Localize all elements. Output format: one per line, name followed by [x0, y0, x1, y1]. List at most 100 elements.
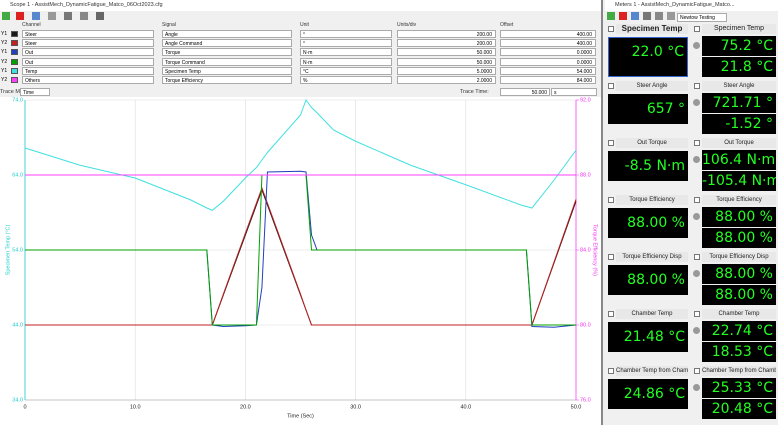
channel-field[interactable]: 0.0000	[500, 57, 596, 66]
meter-max: 88.00 %	[702, 264, 776, 284]
reset-icon[interactable]	[693, 156, 700, 163]
trace-mode-select[interactable]: Time	[20, 88, 50, 96]
channel-field[interactable]: 50.000	[397, 57, 496, 66]
channel-field[interactable]: Angle Command	[162, 39, 292, 48]
print-button[interactable]	[96, 12, 104, 20]
meter-min: 20.48 °C	[702, 399, 776, 419]
channel-field[interactable]: Steer	[22, 30, 154, 38]
channel-field[interactable]: Temp	[22, 66, 154, 75]
channel-field[interactable]: N·m	[300, 57, 392, 66]
meter-checkbox[interactable]	[694, 26, 700, 32]
meter-title: Torque Efficiency Disp	[702, 252, 776, 262]
y-tick-label: 64.0	[12, 172, 23, 178]
stop-button[interactable]	[619, 12, 627, 20]
play-button[interactable]	[607, 12, 615, 20]
channel-field[interactable]: °	[300, 30, 392, 38]
window-title: Meters 1 - AssistMech_DynamicFatigue_Mat…	[615, 2, 735, 8]
channel-field[interactable]: °	[300, 39, 392, 48]
tool-button[interactable]	[667, 12, 675, 20]
trace-time-unit[interactable]: s	[551, 88, 597, 96]
channel-field[interactable]: 400.00	[500, 39, 596, 48]
meter-checkbox[interactable]	[608, 140, 614, 146]
color-swatch[interactable]	[11, 77, 18, 83]
channel-field[interactable]: N·m	[300, 48, 392, 57]
color-swatch[interactable]	[11, 67, 18, 74]
x-tick-label: 10.0	[130, 404, 141, 410]
channel-field[interactable]: 54.000	[500, 66, 596, 75]
meter-title: Torque Efficiency	[702, 195, 776, 205]
meter-min: 21.8 °C	[702, 57, 776, 77]
meter-checkbox[interactable]	[608, 197, 614, 203]
y2-tick-label: 84.0	[580, 247, 591, 253]
channel-field[interactable]: Torque Command	[162, 57, 292, 66]
play-button[interactable]	[2, 12, 10, 20]
channel-field[interactable]: 5.0000	[397, 66, 496, 75]
channel-field[interactable]: 200.00	[397, 30, 496, 38]
meter-checkbox[interactable]	[608, 26, 614, 32]
reset-icon[interactable]	[693, 99, 700, 106]
channel-field[interactable]: Torque Efficiency	[162, 76, 292, 84]
series-line	[25, 186, 577, 326]
tool-button[interactable]	[655, 12, 663, 20]
meter-title: Chamber Temp	[702, 309, 776, 319]
tool-button[interactable]	[48, 12, 56, 20]
meter-checkbox[interactable]	[694, 368, 700, 374]
channel-field[interactable]: Steer	[22, 39, 154, 48]
x-tick-label: 20.0	[240, 404, 251, 410]
meter-checkbox[interactable]	[694, 197, 700, 203]
meter-checkbox[interactable]	[608, 83, 614, 89]
meter-current: 21.48 °C	[608, 322, 688, 352]
color-swatch[interactable]	[11, 58, 18, 65]
channel-field[interactable]: Specimen Temp	[162, 66, 292, 75]
meter-title: Specimen Temp	[616, 24, 688, 34]
color-swatch[interactable]	[11, 31, 18, 37]
meter-checkbox[interactable]	[608, 368, 614, 374]
channel-field[interactable]: 84.000	[500, 76, 596, 84]
axis-id: Y1	[1, 67, 8, 74]
meter-title: Out Torque	[616, 138, 688, 148]
plot-background	[0, 97, 601, 425]
title-bar: Meters 1 - AssistMech_DynamicFatigue_Mat…	[605, 0, 778, 11]
y-axis-title: Specimen Temp (°C)	[5, 224, 11, 275]
meter-title: Chamber Temp from Chamber	[616, 366, 688, 376]
stop-button[interactable]	[16, 12, 24, 20]
tool-button[interactable]	[643, 12, 651, 20]
channel-field[interactable]: Out	[22, 57, 154, 66]
meter-max: 106.4 N·m	[702, 150, 776, 170]
meter-checkbox[interactable]	[694, 140, 700, 146]
reset-icon[interactable]	[693, 42, 700, 49]
reset-icon[interactable]	[693, 270, 700, 277]
meter-checkbox[interactable]	[694, 311, 700, 317]
reset-icon[interactable]	[693, 384, 700, 391]
channel-field[interactable]: Others	[22, 76, 154, 84]
tool-button[interactable]	[631, 12, 639, 20]
meter-checkbox[interactable]	[694, 83, 700, 89]
channel-field[interactable]: 400.00	[500, 30, 596, 38]
tool-button[interactable]	[32, 12, 40, 20]
y-tick-label: 44.0	[12, 322, 23, 328]
tool-button[interactable]	[64, 12, 72, 20]
channel-field[interactable]: Angle	[162, 30, 292, 38]
channel-field[interactable]: 2.0000	[397, 76, 496, 84]
channel-field[interactable]: Out	[22, 48, 154, 57]
trace-time-input[interactable]: 50.000	[500, 88, 550, 96]
tool-button[interactable]	[80, 12, 88, 20]
channel-field[interactable]: %	[300, 76, 392, 84]
color-swatch[interactable]	[11, 40, 18, 47]
channel-field[interactable]: 50.000	[397, 48, 496, 57]
meter-checkbox[interactable]	[608, 254, 614, 260]
meter-checkbox[interactable]	[694, 254, 700, 260]
channel-field[interactable]: 0.0000	[500, 48, 596, 57]
profile-select[interactable]: Newtow Testing	[677, 13, 727, 22]
channel-field[interactable]: °C	[300, 66, 392, 75]
trace-time-label: Trace Time:	[460, 89, 489, 95]
meter-checkbox[interactable]	[608, 311, 614, 317]
x-tick-label: 50.0	[571, 404, 582, 410]
column-header: Channel	[22, 22, 41, 28]
channel-field[interactable]: Torque	[162, 48, 292, 57]
color-swatch[interactable]	[11, 49, 18, 56]
reset-icon[interactable]	[693, 327, 700, 334]
channel-field[interactable]: 200.00	[397, 39, 496, 48]
reset-icon[interactable]	[693, 213, 700, 220]
meter-current: 24.86 °C	[608, 379, 688, 409]
